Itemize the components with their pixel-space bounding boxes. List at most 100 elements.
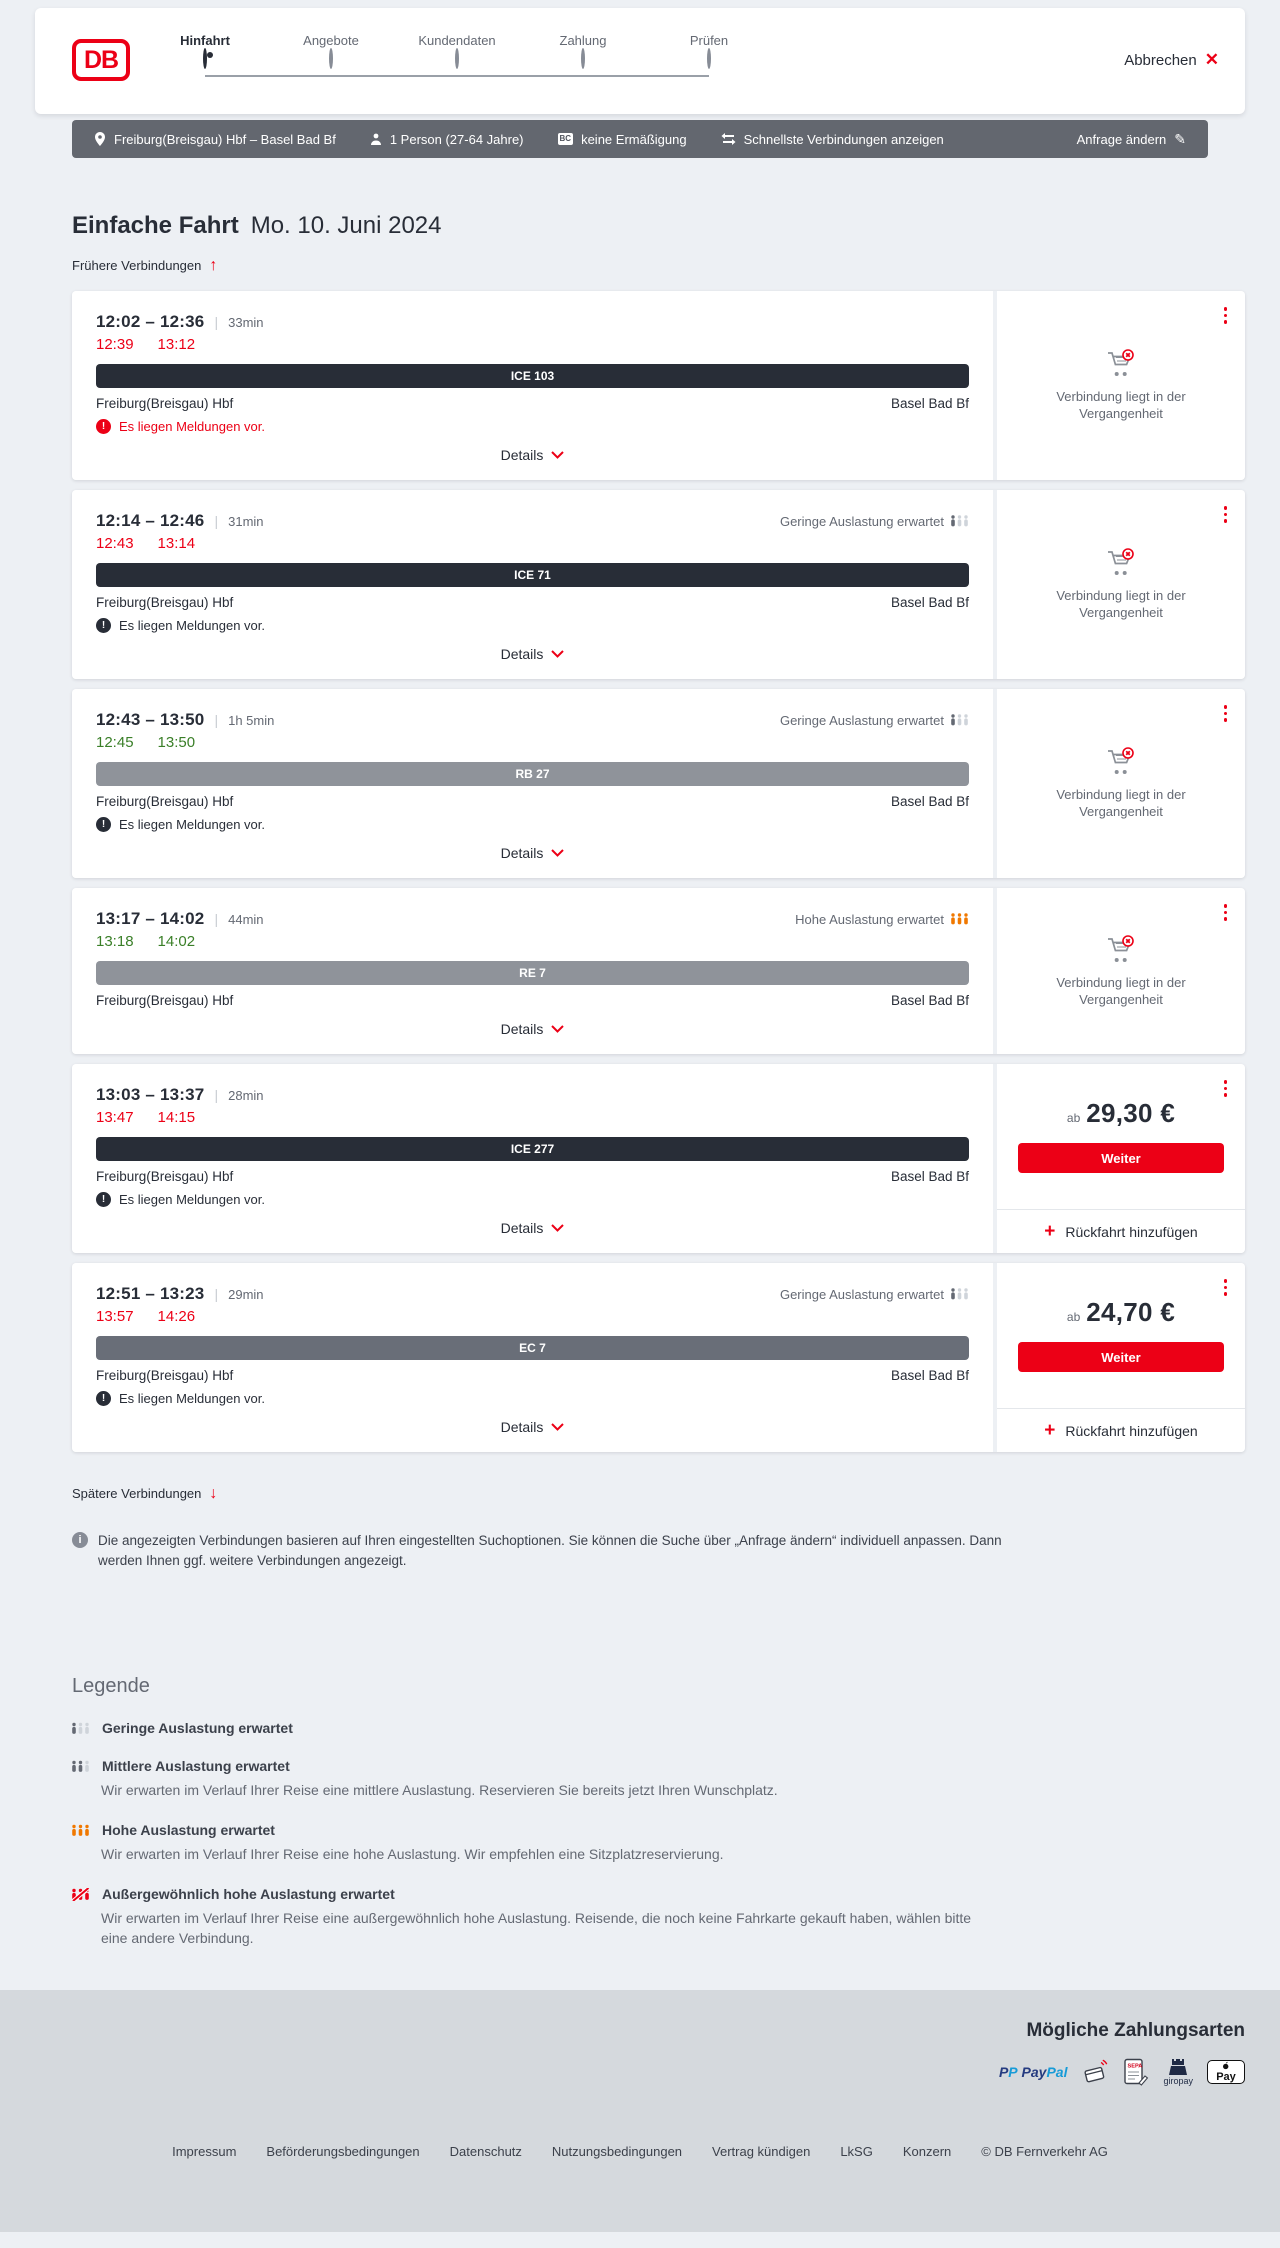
- add-return-button[interactable]: + Rückfahrt hinzufügen: [1044, 1220, 1198, 1242]
- page-title: Einfache Fahrt Mo. 10. Juni 2024: [72, 212, 442, 239]
- service-message: ! Es liegen Meldungen vor.: [96, 618, 969, 633]
- footer-link-nutzungsbedingungen[interactable]: Nutzungsbedingungen: [551, 2144, 683, 2159]
- occupancy-low-icon: [951, 515, 968, 527]
- connection-card: 13:03 – 13:37 | 28min 13:47 14:15 ICE 277…: [72, 1064, 1245, 1253]
- footer-link-vertrag-kuendigen[interactable]: Vertrag kündigen: [712, 2144, 811, 2159]
- step-hinfahrt: Hinfahrt: [142, 32, 268, 69]
- train-segment-bar: ICE 71: [96, 563, 969, 587]
- later-connections-link[interactable]: Spätere Verbindungen ↓: [72, 1484, 218, 1502]
- duration: 33min: [228, 314, 264, 330]
- cart-unavailable-icon: [1108, 349, 1134, 376]
- details-toggle[interactable]: Details: [501, 845, 565, 861]
- step-dot-icon: [455, 48, 459, 69]
- duration: 44min: [228, 911, 264, 927]
- realtime-times: 13:18 14:02: [96, 933, 196, 950]
- train-segment-bar: RE 7: [96, 961, 969, 985]
- continue-button[interactable]: Weiter: [1018, 1342, 1224, 1372]
- more-options-button[interactable]: [1220, 303, 1232, 328]
- connection-price-panel: ab 24,70 € Weiter + Rückfahrt hinzufügen: [997, 1263, 1245, 1452]
- passenger-summary: 1 Person (27-64 Jahre): [370, 132, 524, 147]
- origin-station: Freiburg(Breisgau) Hbf: [96, 794, 234, 809]
- footer-link-konzern[interactable]: Konzern: [902, 2144, 952, 2159]
- db-logo[interactable]: DB: [72, 39, 130, 81]
- connection-action-panel: Verbindung liegt in der Vergangenheit: [997, 291, 1245, 480]
- earlier-connections-link[interactable]: Frühere Verbindungen ↑: [72, 256, 218, 274]
- details-toggle[interactable]: Details: [501, 646, 565, 662]
- search-options-note: i Die angezeigten Verbindungen basieren …: [72, 1531, 1032, 1571]
- chevron-down-icon: [551, 451, 565, 459]
- scheduled-times: 12:43 – 13:50: [96, 710, 205, 729]
- origin-station: Freiburg(Breisgau) Hbf: [96, 993, 234, 1008]
- chevron-down-icon: [551, 1423, 565, 1431]
- step-dot-icon: [329, 48, 333, 69]
- origin-station: Freiburg(Breisgau) Hbf: [96, 396, 234, 411]
- footer-link-lksg[interactable]: LkSG: [840, 2144, 873, 2159]
- edit-request-button[interactable]: Anfrage ändern ✎: [1076, 130, 1186, 147]
- more-options-button[interactable]: [1220, 1275, 1232, 1300]
- connection-action-panel: Verbindung liegt in der Vergangenheit: [997, 689, 1245, 878]
- origin-station: Freiburg(Breisgau) Hbf: [96, 1169, 234, 1184]
- connection-list: 12:02 – 12:36 | 33min 12:39 13:12 ICE 103…: [72, 291, 1245, 1452]
- cart-unavailable-icon: [1108, 934, 1134, 962]
- realtime-times: 13:57 14:26: [96, 1308, 196, 1325]
- add-return-button[interactable]: + Rückfahrt hinzufügen: [1044, 1419, 1198, 1441]
- footer-link-befoerderungsbedingungen[interactable]: Beförderungsbedingungen: [266, 2144, 420, 2159]
- giropay-icon: giropay: [1163, 2058, 1193, 2086]
- person-icon: [370, 133, 381, 145]
- realtime-times: 12:43 13:14: [96, 535, 196, 552]
- step-zahlung: Zahlung: [520, 32, 646, 69]
- connection-price-panel: ab 29,30 € Weiter + Rückfahrt hinzufügen: [997, 1064, 1245, 1253]
- travel-date: Mo. 10. Juni 2024: [250, 212, 442, 239]
- warning-icon: !: [96, 618, 111, 633]
- more-options-button[interactable]: [1220, 502, 1232, 527]
- bahncard-icon: BC: [557, 133, 574, 145]
- creditcard-icon: [1081, 2058, 1109, 2086]
- occupancy-medium-icon: [72, 1760, 89, 1772]
- scheduled-times: 12:02 – 12:36: [96, 312, 205, 331]
- payment-title: Mögliche Zahlungsarten: [1026, 2020, 1245, 2041]
- connection-card: 12:43 – 13:50 | 1h 5min Geringe Auslastu…: [72, 689, 1245, 878]
- details-toggle[interactable]: Details: [501, 1419, 565, 1435]
- details-toggle[interactable]: Details: [501, 447, 565, 463]
- realtime-times: 12:45 13:50: [96, 734, 196, 751]
- occupancy-indicator: Hohe Auslastung erwartet: [795, 912, 969, 927]
- continue-button[interactable]: Weiter: [1018, 1143, 1224, 1173]
- destination-station: Basel Bad Bf: [890, 1169, 969, 1184]
- warning-icon: !: [96, 1391, 111, 1406]
- service-message: ! Es liegen Meldungen vor.: [96, 1391, 969, 1406]
- train-segment-bar: EC 7: [96, 1336, 969, 1360]
- duration: 31min: [228, 513, 264, 529]
- legend-item-low: Geringe Auslastung erwartet: [72, 1720, 1245, 1736]
- destination-station: Basel Bad Bf: [890, 794, 969, 809]
- duration: 28min: [228, 1087, 264, 1103]
- origin-station: Freiburg(Breisgau) Hbf: [96, 1368, 234, 1383]
- booking-stepper: Hinfahrt Angebote Kundendaten Zahlung Pr…: [142, 32, 772, 77]
- connection-card: 12:14 – 12:46 | 31min Geringe Auslastung…: [72, 490, 1245, 679]
- legend-title: Legende: [72, 1675, 150, 1697]
- legend-item-extreme: Außergewöhnlich hohe Auslastung erwartet: [72, 1886, 1245, 1902]
- plus-icon: +: [1044, 1419, 1056, 1441]
- details-toggle[interactable]: Details: [501, 1021, 565, 1037]
- occupancy-indicator: Geringe Auslastung erwartet: [780, 514, 969, 529]
- footer-link-datenschutz[interactable]: Datenschutz: [449, 2144, 522, 2159]
- destination-station: Basel Bad Bf: [890, 1368, 969, 1383]
- occupancy-indicator: Geringe Auslastung erwartet: [780, 713, 969, 728]
- scheduled-times: 12:14 – 12:46: [96, 511, 205, 530]
- price-value: 24,70 €: [1086, 1297, 1176, 1327]
- more-options-button[interactable]: [1220, 1076, 1232, 1101]
- more-options-button[interactable]: [1220, 701, 1232, 726]
- footer-link-impressum[interactable]: Impressum: [172, 2144, 237, 2159]
- pencil-icon: ✎: [1174, 130, 1186, 147]
- destination-station: Basel Bad Bf: [890, 595, 969, 610]
- realtime-times: 13:47 14:15: [96, 1109, 196, 1126]
- step-dot-icon: [581, 48, 585, 69]
- more-options-button[interactable]: [1220, 900, 1232, 925]
- occupancy-indicator: Geringe Auslastung erwartet: [780, 1287, 969, 1302]
- app-header: DB Hinfahrt Angebote Kundendaten Zahlung…: [35, 8, 1245, 114]
- price-prefix: ab: [1066, 1111, 1081, 1125]
- duration: 1h 5min: [228, 712, 275, 728]
- paypal-icon: PP PayPal: [998, 2064, 1068, 2080]
- cart-unavailable-icon: [1108, 548, 1134, 575]
- details-toggle[interactable]: Details: [501, 1220, 565, 1236]
- cancel-button[interactable]: Abbrechen ✕: [1124, 50, 1219, 69]
